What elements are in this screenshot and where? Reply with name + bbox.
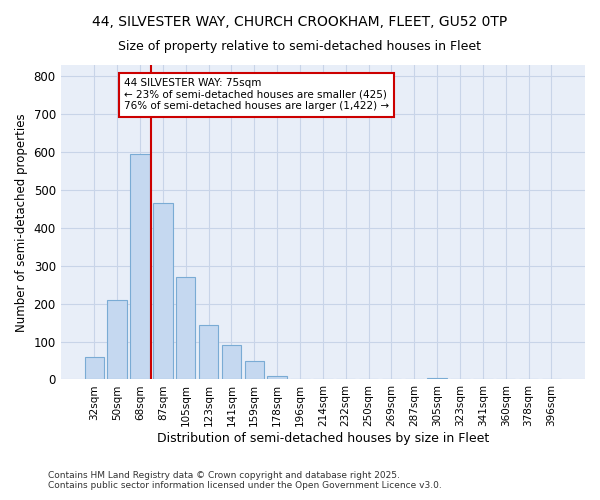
Bar xyxy=(268,376,287,380)
Bar xyxy=(130,154,149,380)
Text: Size of property relative to semi-detached houses in Fleet: Size of property relative to semi-detach… xyxy=(119,40,482,53)
Bar xyxy=(245,362,264,380)
Bar xyxy=(221,344,241,380)
Bar xyxy=(427,378,447,380)
Bar xyxy=(176,277,196,380)
X-axis label: Distribution of semi-detached houses by size in Fleet: Distribution of semi-detached houses by … xyxy=(157,432,489,445)
Bar xyxy=(153,204,173,380)
Bar xyxy=(199,324,218,380)
Y-axis label: Number of semi-detached properties: Number of semi-detached properties xyxy=(15,113,28,332)
Text: 44 SILVESTER WAY: 75sqm
← 23% of semi-detached houses are smaller (425)
76% of s: 44 SILVESTER WAY: 75sqm ← 23% of semi-de… xyxy=(124,78,389,112)
Bar xyxy=(107,300,127,380)
Bar xyxy=(85,356,104,380)
Text: 44, SILVESTER WAY, CHURCH CROOKHAM, FLEET, GU52 0TP: 44, SILVESTER WAY, CHURCH CROOKHAM, FLEE… xyxy=(92,15,508,29)
Text: Contains HM Land Registry data © Crown copyright and database right 2025.
Contai: Contains HM Land Registry data © Crown c… xyxy=(48,470,442,490)
